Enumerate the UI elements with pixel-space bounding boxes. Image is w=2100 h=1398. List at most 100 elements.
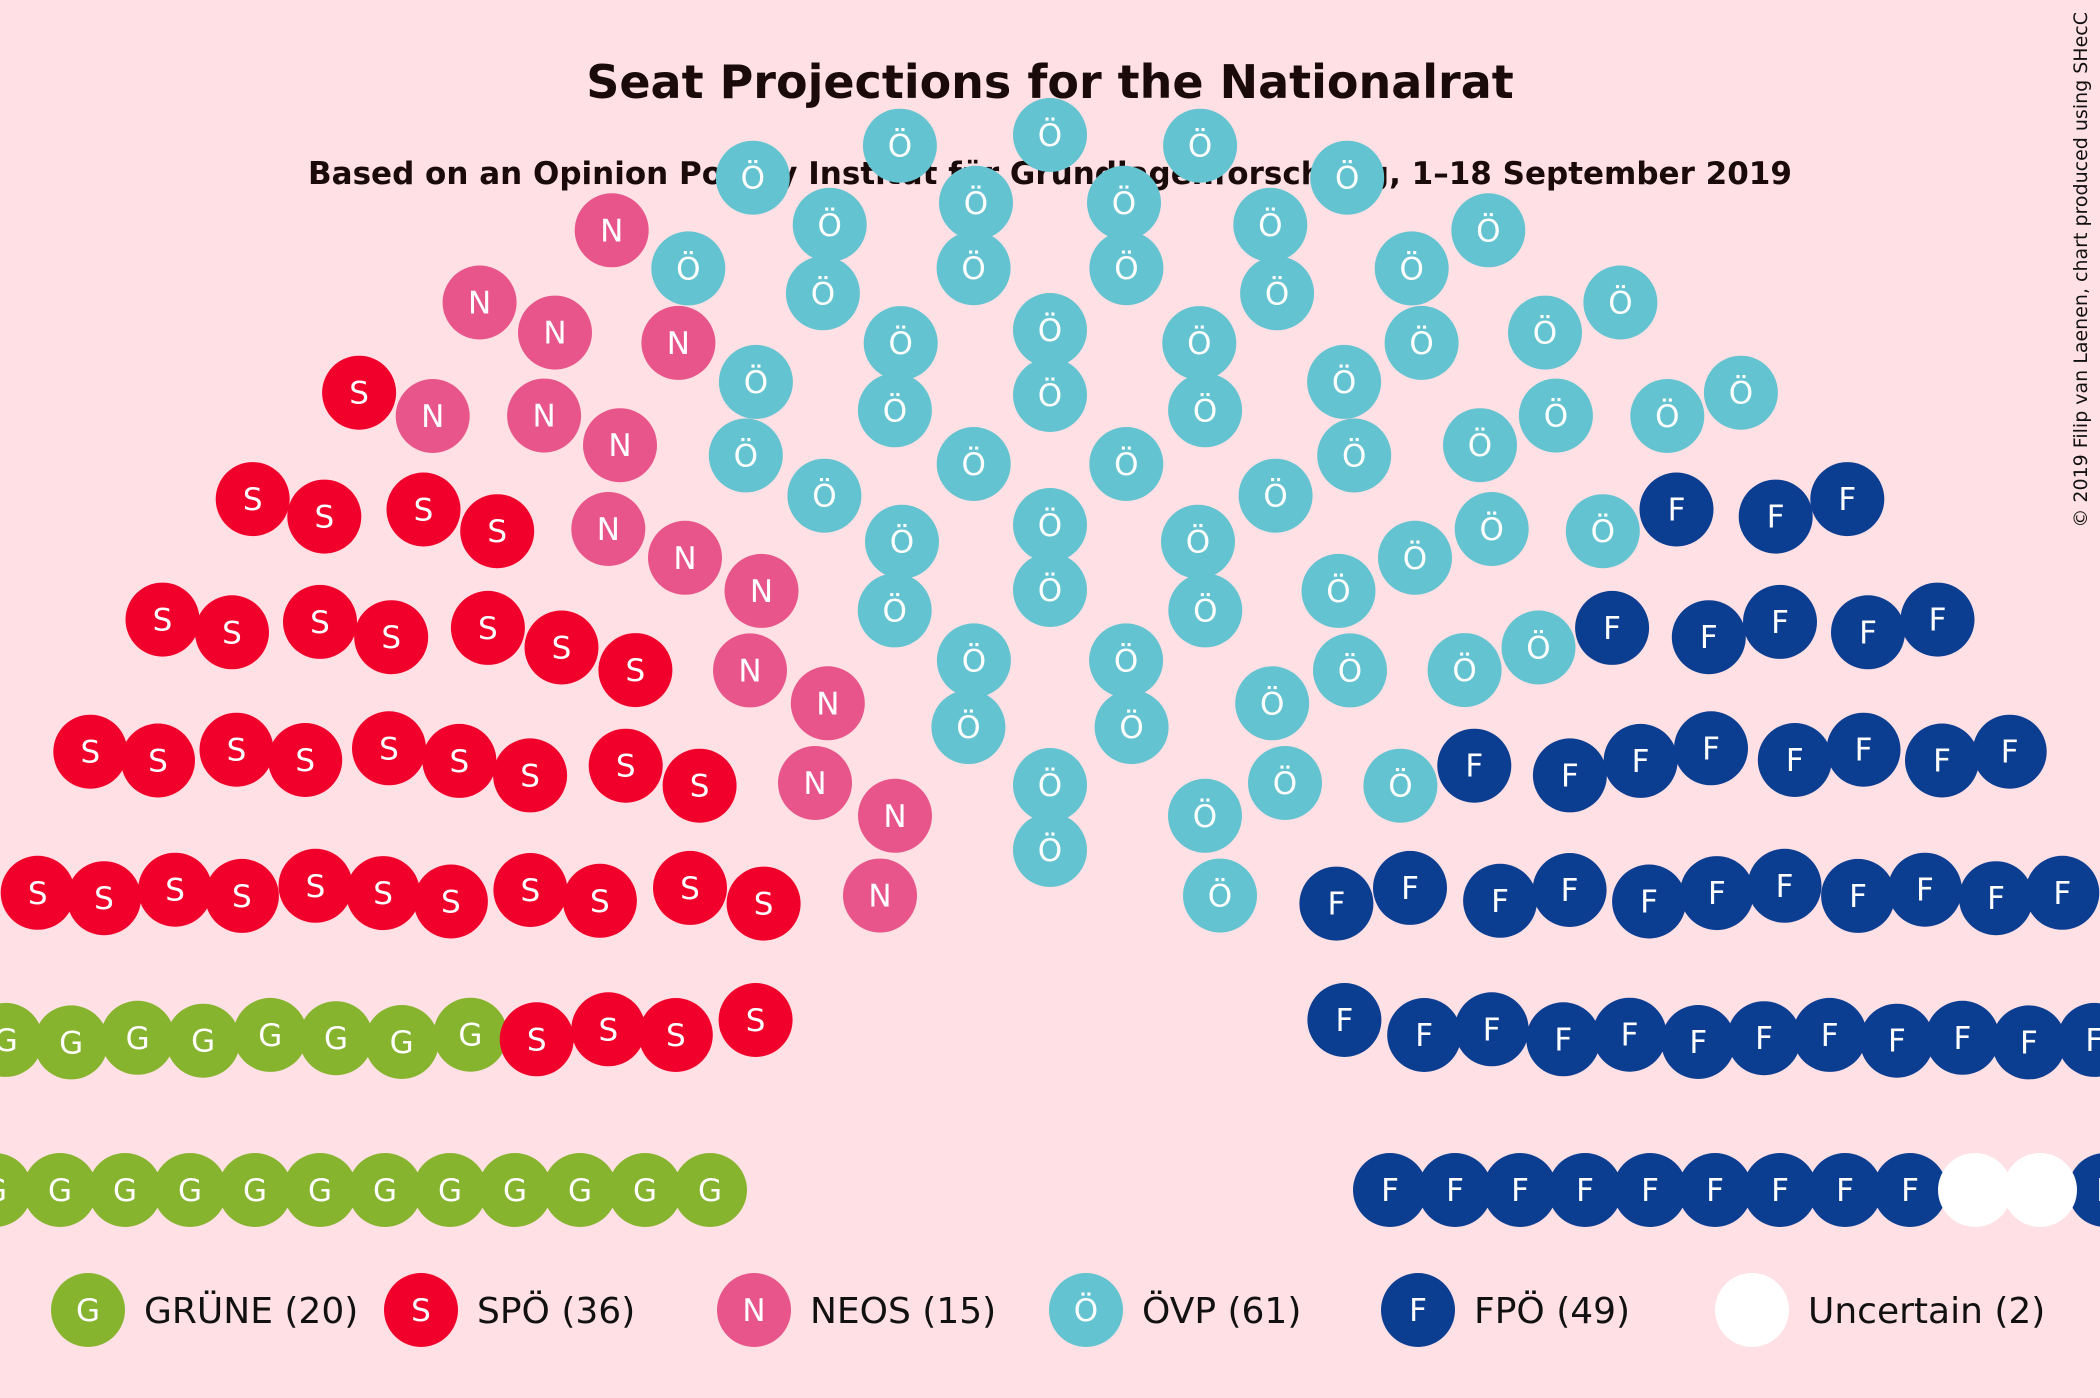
seat-spö: S: [278, 848, 353, 923]
seat-letter: Ö: [1409, 325, 1433, 362]
seat-letter: S: [450, 744, 470, 780]
seat-letter: N: [750, 574, 773, 610]
seat-letter: Ö: [1260, 685, 1284, 722]
seat-circle: [287, 479, 362, 554]
seat-spö: S: [524, 610, 599, 685]
seat-övp: Ö: [857, 573, 932, 648]
seat-circle: [23, 1153, 97, 1227]
seat-circle: [2025, 855, 2100, 930]
seat-fpö: F: [1747, 848, 1822, 923]
seat-fpö: F: [1757, 723, 1832, 797]
seat-letter: S: [306, 869, 326, 905]
seat-circle: [1163, 108, 1238, 183]
seat-fpö: F: [1821, 858, 1896, 933]
seat-circle: [787, 458, 862, 533]
seat-circle: [53, 714, 128, 789]
seat-övp: Ö: [1013, 813, 1087, 887]
seat-letter: N: [600, 213, 623, 249]
seat-circle: [278, 848, 353, 923]
seat-letter: S: [666, 1018, 686, 1054]
seat-letter: Ö: [1038, 507, 1062, 544]
seat-letter: F: [1901, 1173, 1919, 1209]
seat-letter: Ö: [741, 160, 765, 197]
seat-övp: Ö: [936, 623, 1011, 698]
seat-övp: Ö: [1163, 108, 1238, 183]
seat-circle: [346, 856, 421, 931]
seat-letter: S: [153, 603, 173, 639]
seat-letter: N: [803, 766, 826, 802]
seat-letter: F: [1401, 871, 1419, 907]
legend-swatch: [1381, 1273, 1455, 1347]
seat-övp: Ö: [1013, 98, 1087, 172]
seat-letter: F: [1561, 758, 1579, 794]
seat-spö: S: [460, 494, 535, 569]
seat-circle: [1757, 723, 1832, 797]
seat-neos: N: [858, 778, 932, 853]
seat-fpö: F: [1679, 856, 1754, 931]
seat-letter: F: [1576, 1173, 1594, 1209]
seat-letter: N: [421, 399, 444, 435]
seat-fpö: F: [1972, 714, 2047, 789]
seat-letter: S: [381, 620, 401, 656]
seat-grüne: G: [218, 1153, 292, 1227]
seat-letter: S: [227, 733, 247, 769]
seat-circle: [2003, 1153, 2077, 1227]
seat-circle: [1831, 595, 1905, 670]
seat-circle: [1183, 858, 1257, 933]
seat-letter: S: [441, 885, 461, 921]
seat-letter: F: [1849, 879, 1867, 915]
seat-övp: Ö: [936, 231, 1011, 306]
seat-letter: S: [222, 615, 242, 651]
seat-letter: S: [552, 631, 572, 667]
seat-spö: S: [204, 858, 279, 933]
seat-övp: Ö: [1518, 378, 1593, 453]
seat-circle: [1161, 504, 1235, 579]
seat-circle: [100, 1000, 175, 1075]
seat-övp: Ö: [936, 427, 1011, 501]
seat-övp: Ö: [651, 231, 726, 306]
seat-fpö: F: [1743, 584, 1817, 659]
seat-circle: [648, 520, 722, 595]
seat-circle: [1317, 418, 1392, 493]
seat-circle: [395, 379, 470, 453]
seat-letter: N: [532, 399, 555, 435]
seat-circle: [1454, 992, 1529, 1067]
seat-circle: [598, 633, 673, 708]
seat-circle: [153, 1153, 227, 1227]
seat-fpö: F: [1792, 997, 1867, 1072]
seat-fpö: F: [1592, 997, 1667, 1072]
seat-letter: F: [1786, 743, 1804, 779]
seat-övp: Ö: [787, 458, 862, 533]
seat-letter: Ö: [1038, 117, 1062, 154]
seat-letter: N: [667, 326, 690, 362]
seat-letter: Ö: [1038, 377, 1062, 414]
seat-letter: S: [527, 1022, 547, 1058]
seat-letter: F: [1415, 1018, 1433, 1054]
seat-circle: [138, 852, 213, 927]
seat-övp: Ö: [1013, 358, 1087, 432]
seat-circle: [1013, 98, 1087, 172]
seat-grüne: G: [153, 1153, 227, 1227]
seat-circle: [1384, 305, 1459, 380]
seat-letter: F: [1491, 884, 1509, 920]
seat-letter: Ö: [1479, 511, 1503, 548]
seat-övp: Ö: [1451, 193, 1526, 268]
seat-circle: [865, 504, 939, 579]
seat-circle: [299, 1001, 373, 1076]
seat-circle: [1548, 1153, 1622, 1227]
seat-grüne: G: [34, 1005, 109, 1080]
seat-letter: Ö: [1187, 325, 1211, 362]
seat-letter: F: [1446, 1173, 1464, 1209]
seat-circle: [1248, 746, 1322, 820]
seat-circle: [499, 1002, 574, 1077]
seat-letter: Ö: [1403, 540, 1427, 577]
seat-circle: [1454, 492, 1529, 566]
seat-övp: Ö: [863, 306, 938, 381]
seat-circle: [1738, 479, 1813, 554]
seat-spö: S: [195, 595, 269, 670]
seat-spö: S: [346, 856, 421, 931]
seat-circle: [1235, 666, 1310, 741]
legend-swatch: [1049, 1273, 1123, 1347]
seat-spö: S: [0, 855, 75, 930]
